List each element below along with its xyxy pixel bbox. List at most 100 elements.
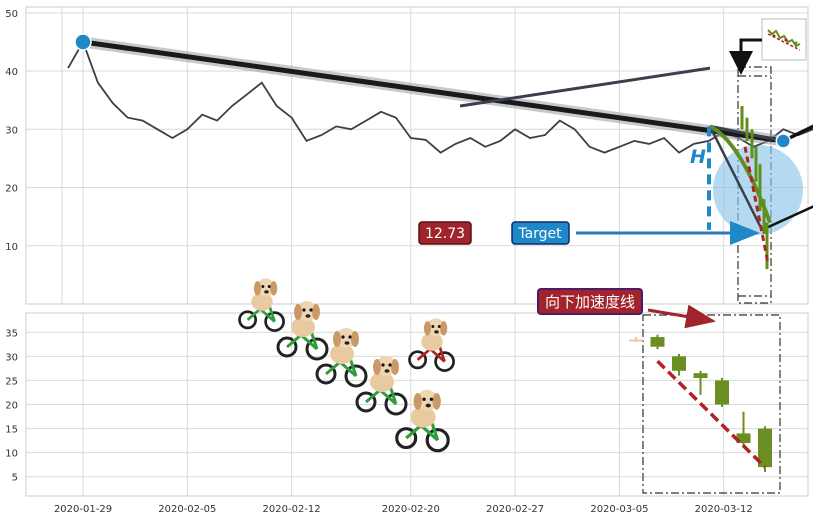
zoom-y-tick-label: 5 [12,473,18,484]
bike-wheel [344,364,368,388]
dog-nose [344,341,350,345]
dog-body [421,332,443,351]
bike-wheel [355,391,377,413]
zoom-y-tick-label: 25 [5,376,18,387]
zoomed-candlestick-thumbnail-icon [761,18,807,61]
dog-eye [429,397,434,401]
acceleration-line-label: 向下加速度线 [537,288,643,315]
dog-body [291,317,315,337]
thumbnail-pointer-arrow [729,38,762,75]
trend-line-main [82,39,784,144]
dog-body [370,372,394,392]
bike-wheel [238,310,258,330]
target-box: Target [511,221,570,245]
dog-eye [381,363,385,367]
price-badge: 12.73 [418,221,472,245]
price-y-tick-label: 40 [5,67,18,78]
x-tick-label: 2020-02-27 [486,504,544,515]
acceleration-trend-line [656,359,767,469]
bike-wheel [315,363,337,385]
dog-on-bicycle-icon [238,278,285,332]
x-tick-label: 2020-03-12 [695,504,753,515]
candle-body [629,339,643,342]
zoom-y-tick-label: 15 [5,425,18,436]
bike-wheel [434,351,455,372]
acceleration-line-text: 向下加速度线 [545,293,635,311]
dog-ear [423,321,432,336]
dog-body [410,406,436,428]
bike-wheel [264,311,285,332]
price-line [67,39,813,154]
dog-ear [373,359,381,375]
price-badge-text: 12.73 [425,226,465,242]
candle-body [650,337,665,347]
dog-eye [431,325,435,328]
dog-on-bicycle-icon [395,389,450,453]
price-y-tick-label: 10 [5,242,18,253]
zoom-y-tick-label: 20 [5,401,18,412]
dog-ear [391,359,399,375]
price-y-tick-label: 20 [5,184,18,195]
dog-ear [440,321,448,336]
candle-body [758,428,772,468]
candle-body [715,380,729,405]
dog-nose [305,314,311,318]
pivot-point [775,133,792,149]
bike-wheel [395,427,418,450]
dog-nose [384,369,390,373]
bike-wheel [425,428,450,453]
dog-ear [413,392,422,410]
x-tick-label: 2020-02-20 [382,504,440,515]
price-grid [26,7,808,304]
dog-eye [267,285,271,288]
dog-on-bicycle-icon [408,318,455,372]
pivot-point [74,33,92,51]
dog-eye [261,285,265,288]
h-label: H [690,146,706,168]
target-text: Target [517,226,562,242]
dog-on-bicycle-icon [276,301,329,361]
dog-body [330,344,354,364]
dog-eye [302,308,306,312]
dog-eye [388,363,392,367]
zoom-series [629,314,781,494]
curve-green [709,124,772,224]
dog-ear [312,304,320,320]
upper-channel-line [459,66,711,108]
dog-head [376,356,396,376]
dogs-on-bicycles-icon [238,278,455,453]
price-series [67,33,813,304]
x-tick-label: 2020-03-05 [590,504,648,515]
dog-ear [333,331,341,347]
dog-eye [437,325,441,328]
dog-ear [432,392,441,410]
dog-eye [348,335,352,339]
dog-eye [309,308,313,312]
dog-nose [434,330,439,334]
zoom-y-tick-label: 30 [5,352,18,363]
dog-head [256,278,275,297]
x-tick-label: 2020-01-29 [54,504,112,515]
zoom-y-tick-labels: 5 10 15 20 25 30 35 [5,328,18,483]
candle-body [672,356,686,371]
price-y-tick-label: 50 [5,9,18,20]
dog-ear [351,331,359,347]
dog-eye [422,397,426,401]
acceleration-arrow [647,304,716,329]
x-tick-label: 2020-02-12 [263,504,321,515]
price-y-tick-labels: 10 20 30 40 50 [5,9,18,253]
dog-eye [341,335,345,339]
dog-head [297,301,317,321]
bike-wheel [305,337,329,361]
dog-on-bicycle-icon [355,356,408,416]
bike-wheel [276,336,298,358]
bike-wheel [384,392,408,416]
dog-ear [294,304,302,320]
dog-head [416,389,438,411]
candle-body [736,433,751,444]
price-panel: 10 20 30 40 50 [5,6,813,305]
x-tick-labels: 2020-01-29 2020-02-05 2020-02-12 2020-02-20… [54,504,753,515]
dog-head [426,318,445,337]
dog-nose [425,403,431,408]
